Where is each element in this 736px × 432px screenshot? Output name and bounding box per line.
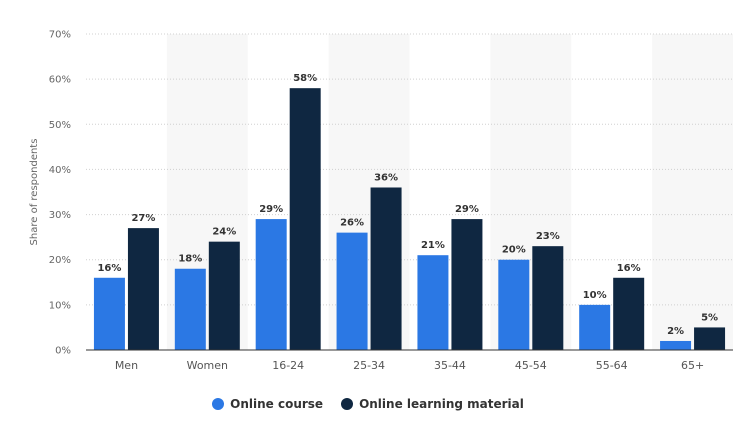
x-tick-label: 55-64 [596,359,628,372]
data-label: 24% [212,227,236,238]
x-tick-label: 16-24 [272,359,304,372]
x-tick-label: 65+ [681,359,704,372]
bar-online-learning-material[interactable] [532,246,564,350]
data-label: 26% [340,218,364,229]
y-tick-label: 70% [49,30,71,41]
y-tick-label: 20% [49,255,71,266]
y-axis-label: Share of respondents [29,139,40,246]
legend-marker-online-course [212,398,225,410]
legend-item-online-course[interactable]: Online course [212,397,323,411]
y-tick-label: 10% [49,300,71,311]
legend-label-online-course: Online course [230,397,324,411]
data-label: 21% [421,240,445,251]
legend-label-online-learning-material: Online learning material [359,397,524,411]
bar-online-learning-material[interactable] [694,327,726,350]
data-label: 29% [455,204,479,215]
data-label: 29% [259,204,283,215]
category-band [652,34,733,350]
bar-online-learning-material[interactable] [289,88,321,351]
bar-online-course[interactable] [255,219,287,350]
y-tick-label: 50% [49,120,71,131]
y-tick-label: 60% [49,75,71,86]
x-tick-label: Women [187,359,228,372]
x-tick-label: 35-44 [434,359,466,372]
legend-item-online-learning-material[interactable]: Online learning material [341,397,524,411]
bars [93,88,726,351]
bar-online-course[interactable] [579,304,611,350]
data-label: 2% [667,326,684,337]
data-label: 20% [502,245,526,256]
bar-online-course[interactable] [498,259,530,350]
data-label: 58% [293,73,317,84]
data-label: 10% [583,290,607,301]
bar-online-course[interactable] [93,277,125,350]
bar-online-learning-material[interactable] [208,241,240,350]
data-label: 23% [536,231,560,242]
data-label: 16% [617,263,641,274]
data-label: 27% [131,213,155,224]
y-tick-label: 30% [49,210,71,221]
legend-marker-online-learning-material [341,398,354,410]
category-bands [166,34,733,350]
bar-online-course[interactable] [660,340,692,350]
bar-online-learning-material[interactable] [613,277,645,350]
x-tick-labels: Men Women 16-24 25-34 35-44 45-54 55-64 65+ [115,359,704,372]
bar-online-course[interactable] [417,255,449,350]
data-label: 18% [178,254,202,265]
bar-online-course[interactable] [174,268,206,350]
y-tick-label: 0% [55,346,71,357]
x-tick-label: 45-54 [515,359,547,372]
y-tick-labels: 0% 10% 20% 30% 40% 50% 60% 70% [49,30,71,357]
bar-online-learning-material[interactable] [451,219,483,350]
bar-online-course[interactable] [336,232,368,350]
x-tick-label: Men [115,359,138,372]
data-labels: 16% 18% 29% 26% 21% 20% 10% 2% 27% 24% 58% 36% 29% 23… [97,73,718,337]
data-label: 36% [374,172,398,183]
legend: Online course Online learning material [0,397,736,411]
data-label: 5% [701,312,718,323]
bar-online-learning-material[interactable] [370,187,402,350]
x-tick-label: 25-34 [353,359,385,372]
bar-online-learning-material[interactable] [127,228,159,350]
y-tick-label: 40% [49,165,71,176]
data-label: 16% [97,263,121,274]
